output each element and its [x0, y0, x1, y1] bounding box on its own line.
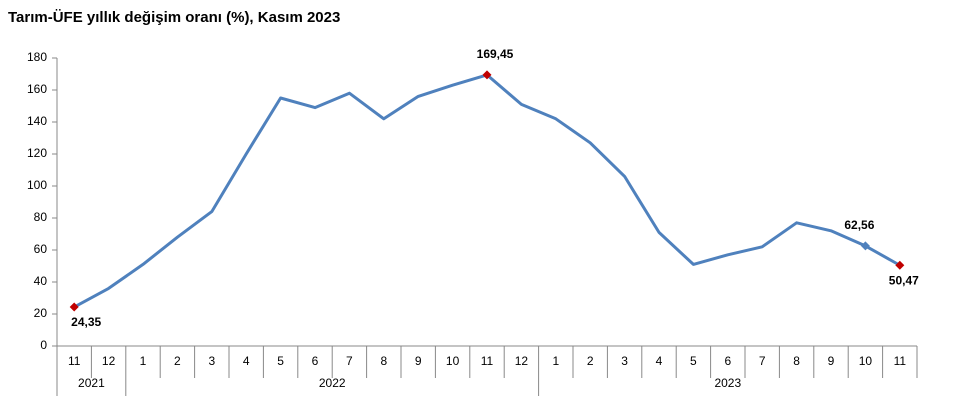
y-tick-label: 180	[27, 50, 47, 64]
x-tick-label: 5	[690, 354, 697, 368]
y-tick-label: 40	[34, 274, 48, 288]
x-tick-label: 12	[102, 354, 116, 368]
marker	[482, 70, 492, 80]
x-tick-label: 4	[243, 354, 250, 368]
data-label: 169,45	[477, 47, 514, 61]
x-tick-label: 9	[415, 354, 422, 368]
y-tick-label: 120	[27, 146, 47, 160]
x-tick-label: 10	[446, 354, 460, 368]
x-tick-label: 6	[312, 354, 319, 368]
y-tick-label: 140	[27, 114, 47, 128]
x-tick-label: 9	[828, 354, 835, 368]
marker	[895, 260, 905, 270]
data-label: 50,47	[889, 273, 919, 287]
x-tick-label: 6	[724, 354, 731, 368]
x-tick-label: 10	[859, 354, 873, 368]
data-label: 62,56	[844, 218, 874, 232]
data-label: 24,35	[71, 315, 101, 329]
y-tick-label: 0	[40, 338, 47, 352]
x-tick-label: 8	[380, 354, 387, 368]
year-label: 2023	[714, 376, 741, 390]
x-tick-label: 11	[481, 354, 494, 368]
x-tick-label: 3	[208, 354, 215, 368]
x-tick-label: 2	[587, 354, 594, 368]
year-label: 2022	[319, 376, 346, 390]
x-tick-label: 11	[894, 354, 907, 368]
x-tick-label: 7	[759, 354, 766, 368]
line	[73, 73, 901, 309]
x-tick-label: 3	[621, 354, 628, 368]
y-tick-label: 100	[27, 178, 47, 192]
x-tick-label: 1	[140, 354, 147, 368]
y-tick-label: 80	[34, 210, 48, 224]
marker	[69, 302, 79, 312]
x-tick-label: 2	[174, 354, 181, 368]
x-tick-label: 11	[68, 354, 81, 368]
x-tick-label: 12	[515, 354, 529, 368]
year-label: 2021	[78, 376, 105, 390]
x-tick-label: 7	[346, 354, 353, 368]
y-tick-label: 160	[27, 82, 47, 96]
x-tick-label: 1	[552, 354, 559, 368]
y-tick-label: 20	[34, 306, 48, 320]
x-tick-label: 8	[793, 354, 800, 368]
y-tick-label: 60	[34, 242, 48, 256]
marker	[860, 241, 870, 251]
x-tick-label: 5	[277, 354, 284, 368]
chart-title: Tarım-ÜFE yıllık değişim oranı (%), Kası…	[8, 9, 340, 26]
x-tick-label: 4	[656, 354, 663, 368]
